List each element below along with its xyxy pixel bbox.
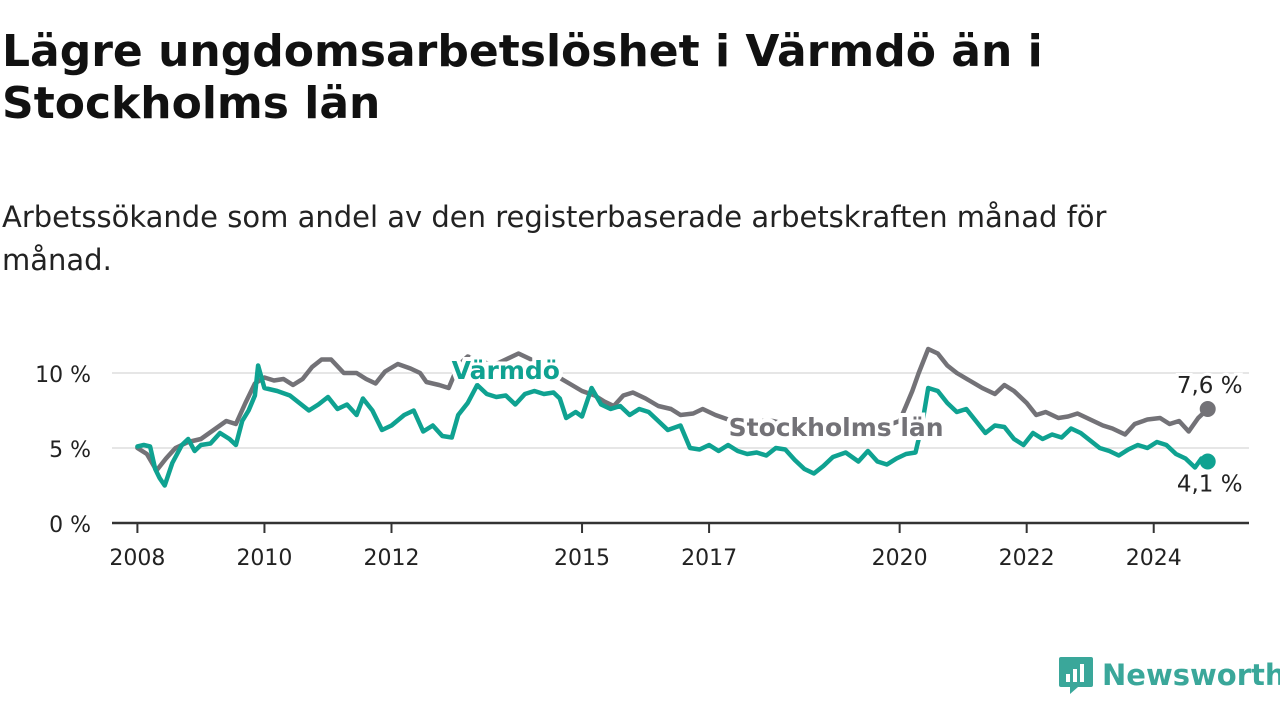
series-end-marker xyxy=(1199,401,1216,417)
x-tick-label: 2008 xyxy=(109,546,165,571)
brand-logo: Newsworthy xyxy=(1058,654,1280,696)
y-tick-label: 5 % xyxy=(49,438,91,463)
series-line-stockholms-l-n xyxy=(135,346,1210,473)
x-tick-label: 2024 xyxy=(1126,546,1182,571)
series-end-marker xyxy=(1199,453,1216,470)
chart-subtitle: Arbetssökande som andel av den registerb… xyxy=(2,200,1107,277)
series-end-label: 7,6 % xyxy=(1177,373,1243,399)
x-tick-label: 2015 xyxy=(554,546,610,571)
series-name-label: Värmdö xyxy=(452,356,560,385)
y-tick-label: 10 % xyxy=(35,363,91,388)
newsworthy-logo-icon xyxy=(1059,657,1093,694)
series-line-v-rmd- xyxy=(135,363,1210,488)
x-tick-label: 2010 xyxy=(236,546,292,571)
x-tick-label: 2017 xyxy=(681,546,737,571)
chart-title: Lägre ungdomsarbetslöshet i Värmdö än i … xyxy=(2,26,1043,129)
x-tick-label: 2012 xyxy=(363,546,419,571)
series-end-label: 4,1 % xyxy=(1177,472,1243,498)
series-name-label: Stockholms län xyxy=(729,413,944,442)
brand-name: Newsworthy xyxy=(1102,658,1280,692)
x-tick-label: 2022 xyxy=(999,546,1055,571)
x-tick-label: 2020 xyxy=(872,546,928,571)
y-tick-label: 0 % xyxy=(49,513,91,538)
